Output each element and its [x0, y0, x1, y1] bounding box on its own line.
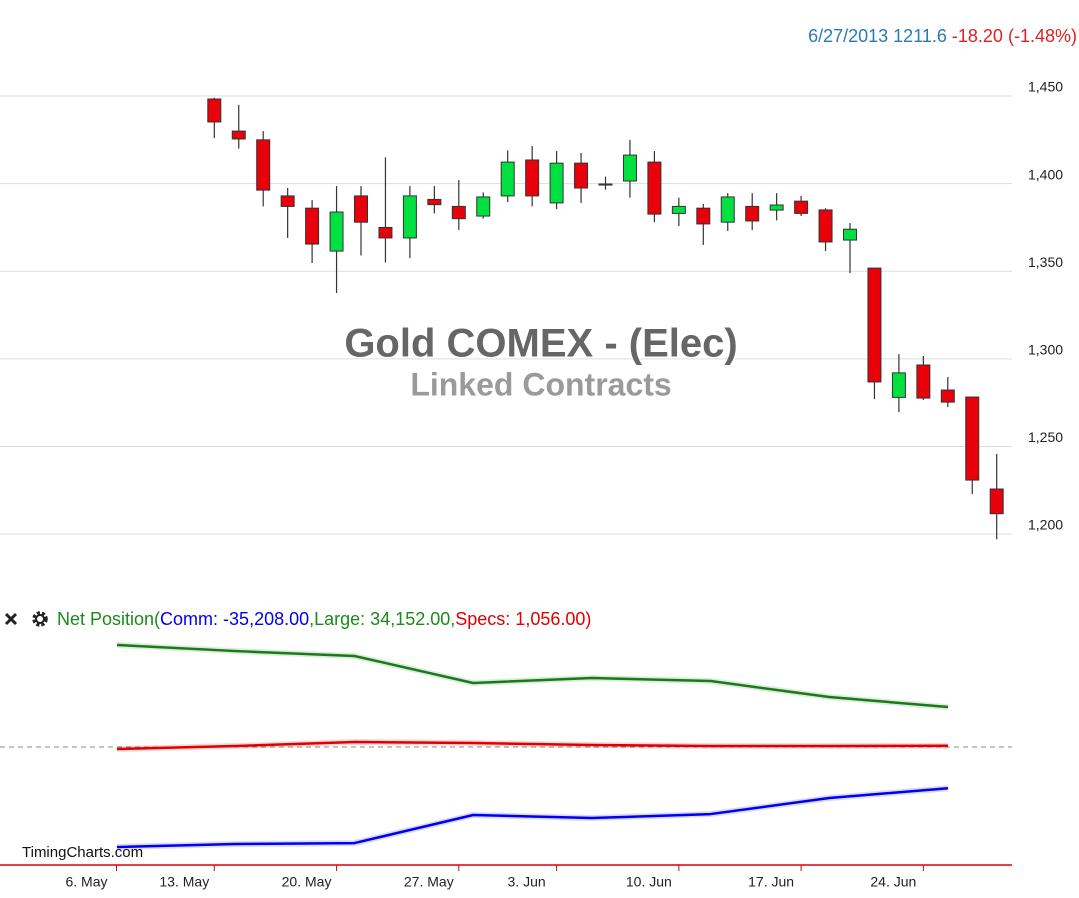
x-tick-label: 6. May: [65, 874, 107, 890]
x-tick-label: 27. May: [404, 874, 454, 890]
candle-body: [940, 389, 955, 403]
candle-body: [671, 205, 686, 214]
candle-body: [305, 207, 320, 245]
indicator-lines: [116, 641, 949, 851]
settings-icon[interactable]: [32, 611, 48, 627]
legend-entry: Large: 34,152.00: [314, 609, 450, 629]
quote-last: 1211.6: [893, 26, 947, 46]
candle-body: [818, 209, 833, 243]
candle-body: [769, 204, 784, 211]
x-tick-label: 13. May: [159, 874, 209, 890]
x-tick-label: 17. Jun: [748, 874, 794, 890]
series-line: [116, 740, 949, 751]
candle-body: [745, 205, 760, 222]
series-line: [116, 786, 949, 849]
legend-separator: ,: [309, 609, 314, 629]
y-tick-label: 1,350: [1028, 254, 1063, 270]
candles: [207, 97, 1004, 540]
candle-body: [794, 200, 809, 214]
x-tick-label: 10. Jun: [626, 874, 672, 890]
candle-body: [989, 488, 1004, 515]
candle-body: [598, 183, 613, 186]
quote-change-pct: (-1.48%): [1008, 26, 1077, 46]
indicator-legend: Net Position(Comm: -35,208.00,Large: 34,…: [57, 609, 591, 629]
x-axis-labels: 6. May 13. May 20. May 27. May 3. Jun 10. Jun…: [65, 865, 924, 890]
candle-body: [476, 196, 491, 217]
quote-date: 6/27/2013: [808, 26, 888, 46]
close-icon[interactable]: [4, 612, 18, 626]
legend-separator: ,: [450, 609, 455, 629]
x-tick-label: 24. Jun: [870, 874, 916, 890]
quote-change: -18.20: [952, 26, 1003, 46]
legend-close: ): [585, 609, 591, 629]
candle-body: [500, 161, 515, 197]
series-line: [116, 643, 949, 709]
candle-body: [207, 98, 222, 123]
candle-body: [916, 364, 931, 399]
candle-body: [549, 162, 564, 204]
candle-body: [354, 195, 368, 223]
candle-body: [867, 267, 882, 383]
candle-body: [891, 372, 906, 398]
x-tick-label: 20. May: [282, 874, 332, 890]
candle-body: [525, 159, 540, 197]
candle-body: [965, 396, 980, 481]
legend-entry: Specs: 1,056.00: [455, 609, 585, 629]
series-line-glow: [116, 641, 949, 711]
y-tick-label: 1,300: [1028, 342, 1063, 358]
watermark-subtitle: Linked Contracts: [410, 366, 671, 402]
candle-body: [574, 162, 589, 189]
x-tick-label: 3. Jun: [508, 874, 546, 890]
y-tick-label: 1,200: [1028, 517, 1063, 533]
candle-body: [720, 196, 735, 223]
credit: TimingCharts.com: [22, 844, 143, 861]
candle-body: [378, 226, 393, 239]
candle-body: [256, 139, 271, 191]
watermark-title: Gold COMEX - (Elec): [344, 322, 737, 366]
indicator-icons: [4, 611, 48, 627]
candle-body: [280, 195, 295, 207]
y-tick-label: 1,250: [1028, 429, 1063, 445]
legend-title: Net Position(: [57, 609, 160, 629]
candle-body: [843, 228, 857, 241]
y-tick-label: 1,450: [1028, 79, 1063, 95]
candle-body: [427, 198, 442, 206]
candle-body: [451, 205, 466, 220]
legend-entry: Comm: -35,208.00: [160, 609, 309, 629]
candle-body: [329, 211, 344, 252]
candle-body: [402, 195, 417, 239]
y-tick-label: 1,400: [1028, 166, 1063, 182]
candle-body: [231, 130, 246, 140]
candle-body: [647, 161, 662, 215]
candle-body: [696, 207, 711, 225]
candle-body: [622, 154, 637, 182]
quote-header: 6/27/2013 1211.6 -18.20 (-1.48%): [808, 26, 1077, 46]
